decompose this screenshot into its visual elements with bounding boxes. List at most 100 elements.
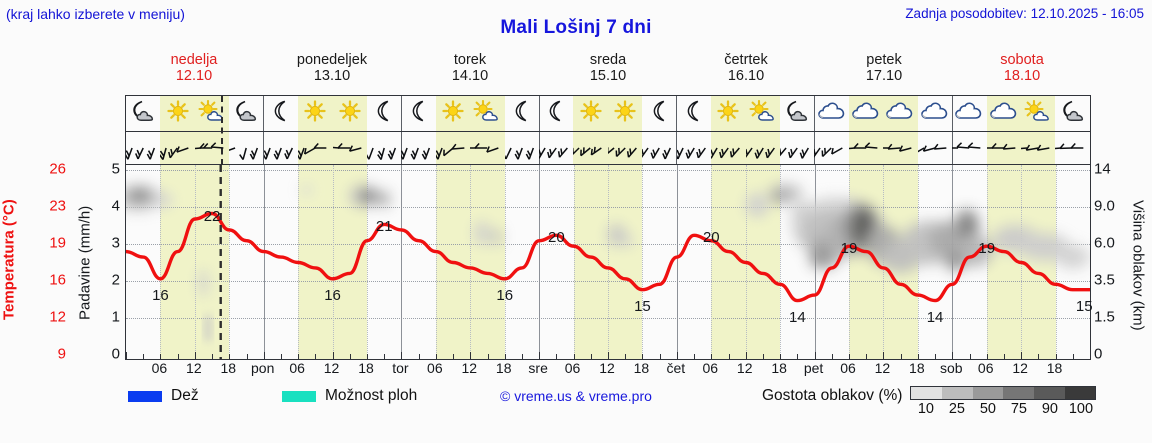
cloud-density-title: Gostota oblakov (%): [762, 387, 903, 404]
cloud-density-tick-90: 90: [1041, 401, 1058, 417]
weather-icon-cell: [573, 96, 608, 131]
daylight-band: [1021, 165, 1056, 359]
tick-mark: [143, 354, 145, 359]
day-header-sreda: sreda 15.10: [539, 52, 677, 94]
x-axis-label: pon: [251, 360, 275, 376]
wind-barb-cell: [262, 132, 298, 164]
hour-gridline: [849, 165, 850, 359]
wind-barb-cell: [399, 132, 435, 164]
tick-mark: [952, 352, 954, 359]
weather-icon-cell: [711, 96, 746, 131]
tick-mark: [298, 354, 300, 359]
hour-gridline: [1055, 165, 1057, 359]
day-boundary-gridline: [401, 165, 403, 359]
temperature-tick-12: 12: [49, 308, 66, 326]
moon-cloud-icon: [1059, 100, 1087, 127]
weather-icon-cell: [194, 96, 230, 131]
day-boundary-gridline: [539, 165, 541, 359]
tick-mark: [642, 354, 644, 359]
x-axis-label: 18: [220, 360, 237, 376]
legend-item-showers: Možnost ploh: [282, 387, 417, 405]
wind-barb-cell: [912, 132, 953, 164]
day-header-torek: torek 14.10: [401, 52, 539, 94]
hour-gridline: [711, 165, 713, 359]
precipitation-tick-3: 3: [111, 234, 120, 252]
cloud-density-swatch-100: [1064, 387, 1096, 399]
forecast-chart[interactable]: 16 22 16 21 16 20 15 20 14 19 14 19 15: [124, 95, 1093, 360]
day-header-nedelja: nedelja 12.10: [125, 52, 263, 94]
hour-gridline: [194, 165, 196, 359]
x-axis-label: 06: [977, 360, 994, 376]
tick-mark: [814, 352, 816, 359]
wind-barb-cell: [159, 132, 195, 164]
sun-icon: [339, 100, 361, 127]
hour-gridline: [780, 165, 782, 359]
x-axis-label: čet: [666, 360, 686, 376]
sun-icon: [304, 100, 326, 127]
day-header-sobota: sobota 18.10: [953, 52, 1091, 94]
copyright-link[interactable]: © vreme.us & vreme.pro: [500, 388, 652, 404]
precipitation-tick-4: 4: [111, 197, 120, 215]
cloud-density-swatch-90: [1034, 387, 1065, 399]
temperature-point-label: 21: [375, 218, 393, 236]
x-axis-label: sob: [939, 360, 963, 376]
sun-cloud-icon: [473, 99, 501, 127]
x-axis-label: 06: [702, 360, 719, 376]
weather-icon-cell: [229, 96, 265, 131]
x-axis-label: 12: [874, 360, 891, 376]
tick-mark: [573, 354, 575, 359]
tick-mark: [917, 354, 919, 359]
hour-gridline: [229, 165, 231, 359]
wind-barb-cell: [811, 132, 848, 164]
precipitation-axis-ticks: 5 4 3 2 1 0: [96, 160, 120, 370]
wind-barb-cell: [1048, 132, 1089, 164]
cloud-icon: [817, 101, 846, 126]
day-date: 17.10: [865, 68, 903, 85]
x-axis-label: 06: [289, 360, 305, 376]
daylight-band: [573, 165, 608, 359]
wind-barb-cell: [124, 132, 160, 164]
tick-mark: [556, 354, 558, 359]
wind-barb-cell: [223, 132, 265, 164]
day-header-ponedeljek: ponedeljek 13.10: [263, 52, 401, 94]
temperature-point-label: 22: [203, 207, 221, 225]
page-header: (kraj lahko izberete v meniju) Mali Loši…: [0, 0, 1152, 44]
cloud-height-tick-6.0: 6.0: [1094, 234, 1115, 252]
temperature-point-label: 20: [548, 229, 565, 247]
day-separator: [538, 132, 540, 164]
day-name: torek: [453, 52, 487, 68]
daylight-band: [608, 165, 643, 359]
last-updated-text: Zadnja posodobitev: 12.10.2025 - 16:05: [905, 6, 1144, 21]
hour-gridline: [435, 165, 437, 359]
wind-barb-cell: [876, 132, 918, 164]
tick-mark: [246, 354, 248, 359]
tick-mark: [315, 354, 317, 359]
day-separator: [263, 96, 265, 131]
wind-barb-cell: [296, 132, 333, 164]
cloud-density-scale: 10 25 50 75 90 100: [910, 386, 1097, 417]
tick-mark: [367, 354, 368, 359]
moon-icon: [650, 100, 670, 127]
moon-icon: [409, 100, 429, 127]
sun-icon: [717, 100, 740, 127]
cloud-density-swatch-75: [1003, 387, 1035, 399]
day-separator: [813, 96, 815, 131]
weather-icon-cell: [332, 96, 367, 131]
temperature-tick-19: 19: [49, 234, 66, 252]
day-name: petek: [866, 52, 902, 68]
cloud-density-legend: Gostota oblakov (%) 10 25 50 75 90 100: [762, 386, 1097, 417]
temperature-point-label: 19: [840, 240, 858, 258]
tick-mark: [883, 352, 885, 359]
weather-icon-cell: [1055, 96, 1089, 131]
tick-mark: [1055, 354, 1057, 359]
legend-label-showers: Možnost ploh: [325, 387, 418, 404]
cloud-height-tick-1.5: 1.5: [1094, 308, 1115, 326]
cloud-density-swatch-25: [942, 387, 973, 399]
sun-icon: [614, 100, 636, 127]
daylight-band: [470, 165, 505, 359]
weather-icon-cell: [883, 96, 918, 131]
weather-icon-cell: [952, 96, 986, 131]
cloud-height-axis-title: Višina oblakov (km): [1129, 200, 1147, 331]
cloud-density-tick-labels: 10 25 50 75 90 100: [910, 401, 1096, 417]
tick-mark: [453, 354, 455, 359]
